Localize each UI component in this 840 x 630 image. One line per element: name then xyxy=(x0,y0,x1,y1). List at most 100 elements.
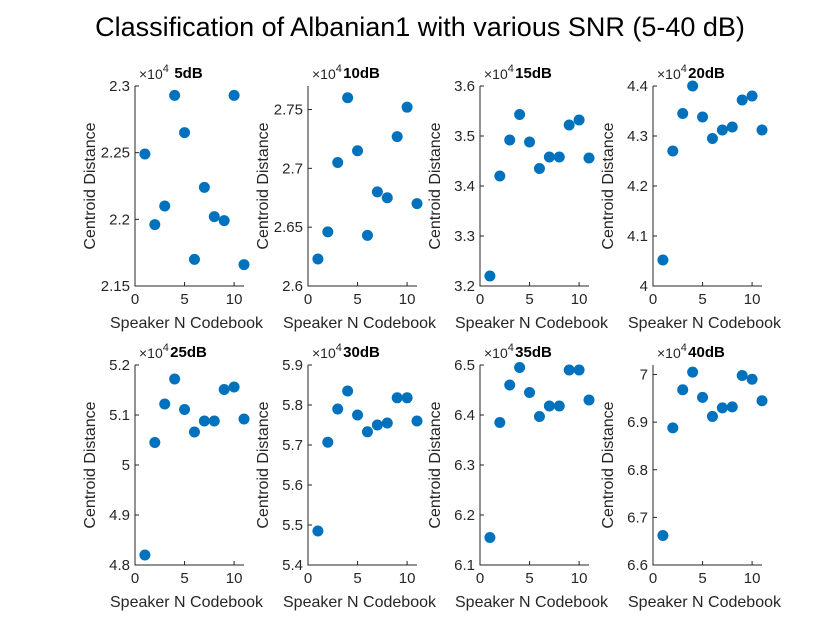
x-tick-label: 5 xyxy=(353,291,361,308)
data-point xyxy=(371,186,383,198)
y-axis-label: Centroid Distance xyxy=(82,122,99,249)
y-tick-label: 6.5 xyxy=(454,357,475,374)
x-tick-label: 5 xyxy=(180,570,188,587)
data-point xyxy=(342,92,354,104)
figure-title: Classification of Albanian1 with various… xyxy=(95,12,745,42)
x-tick-label: 5 xyxy=(698,291,706,308)
data-point xyxy=(533,163,545,174)
axes-frame xyxy=(134,86,244,287)
y-tick-label: 5.2 xyxy=(109,357,130,374)
y-exponent-label: ×104 xyxy=(312,342,342,361)
data-point xyxy=(401,101,413,113)
y-tick-label: 6.9 xyxy=(627,414,648,431)
x-tick-label: 10 xyxy=(226,570,243,587)
y-tick-label: 5.6 xyxy=(282,477,303,494)
subplot-5dB: 2.15 2.2 2.25 2.3 0 5 10 ×104 5dB Speaker N Codeb… xyxy=(82,63,264,332)
x-tick-label: 5 xyxy=(525,570,533,587)
data-point xyxy=(494,417,506,428)
data-point xyxy=(543,151,555,163)
data-point xyxy=(361,229,373,241)
data-point xyxy=(332,403,344,415)
y-exponent-label: ×104 xyxy=(312,63,342,82)
data-point xyxy=(238,413,250,425)
x-axis-label: Speaker N Codebook xyxy=(455,594,609,611)
data-point xyxy=(312,525,324,537)
data-point xyxy=(726,121,738,133)
data-point xyxy=(657,529,669,541)
x-tick-label: 10 xyxy=(571,570,588,587)
data-point xyxy=(228,89,240,101)
x-tick-label: 5 xyxy=(525,291,533,308)
y-axis-label: Centroid Distance xyxy=(82,401,99,528)
y-exponent-label: ×104 xyxy=(484,63,514,82)
data-point xyxy=(391,131,403,143)
y-tick-label: 5.7 xyxy=(282,437,303,454)
x-axis-label: Speaker N Codebook xyxy=(628,315,782,332)
data-point xyxy=(736,94,748,106)
data-point xyxy=(553,151,565,163)
y-tick-label: 3.2 xyxy=(454,278,475,295)
y-exponent-label: ×104 xyxy=(657,342,687,361)
y-exponent-label: ×104 xyxy=(484,342,514,361)
data-point xyxy=(149,219,161,231)
x-tick-label: 10 xyxy=(399,291,416,308)
y-tick-label: 6.4 xyxy=(454,407,475,424)
y-exponent-label: ×104 xyxy=(657,63,687,82)
x-tick-label: 0 xyxy=(304,570,312,587)
subplot-title: 15dB xyxy=(515,65,552,82)
data-point xyxy=(697,111,709,123)
subplot-title: 5dB xyxy=(174,65,203,82)
data-point xyxy=(667,145,679,157)
x-tick-label: 10 xyxy=(571,291,588,308)
x-tick-label: 10 xyxy=(226,291,243,308)
y-tick-label: 4.4 xyxy=(627,78,648,95)
y-tick-label: 2.15 xyxy=(101,278,130,295)
y-tick-label: 4.3 xyxy=(627,128,648,145)
y-tick-label: 2.75 xyxy=(274,102,303,119)
data-point xyxy=(198,181,210,193)
data-point xyxy=(188,253,200,265)
data-point xyxy=(411,198,423,210)
x-axis-label: Speaker N Codebook xyxy=(628,594,782,611)
data-point xyxy=(716,402,728,414)
data-point xyxy=(352,145,364,157)
y-exponent-label: ×104 xyxy=(139,63,169,82)
subplot-title: 35dB xyxy=(515,344,552,361)
data-point xyxy=(494,170,506,182)
data-point xyxy=(411,415,423,427)
y-tick-label: 2.6 xyxy=(282,278,303,295)
data-point xyxy=(484,270,496,282)
data-point xyxy=(391,392,403,404)
data-point xyxy=(169,373,181,385)
data-point xyxy=(188,426,200,438)
y-tick-label: 5.5 xyxy=(282,517,303,534)
y-tick-label: 3.6 xyxy=(454,78,475,95)
axes-frame xyxy=(307,86,417,287)
x-tick-label: 0 xyxy=(476,291,484,308)
data-point xyxy=(573,114,585,126)
y-tick-label: 5.8 xyxy=(282,397,303,414)
y-tick-label: 4.2 xyxy=(627,178,648,195)
y-tick-label: 6.6 xyxy=(627,557,648,574)
y-tick-label: 3.3 xyxy=(454,228,475,245)
subplot-15dB: 3.2 3.3 3.4 3.5 3.6 0 5 10 ×104 15dB Speaker N Cod… xyxy=(427,63,609,332)
data-point xyxy=(687,80,699,92)
data-point xyxy=(208,211,220,223)
data-point xyxy=(667,422,679,434)
data-point xyxy=(198,415,210,427)
x-axis-label: Speaker N Codebook xyxy=(110,315,264,332)
y-axis-label: Centroid Distance xyxy=(427,122,444,249)
y-tick-label: 5.1 xyxy=(109,407,130,424)
data-point xyxy=(746,90,758,102)
y-tick-label: 6.8 xyxy=(627,462,648,479)
data-point xyxy=(322,436,334,448)
data-point xyxy=(524,387,536,398)
x-tick-label: 5 xyxy=(180,291,188,308)
data-point xyxy=(312,253,324,265)
y-tick-label: 2.25 xyxy=(101,145,130,162)
y-tick-label: 2.7 xyxy=(282,160,303,177)
data-point xyxy=(583,394,595,406)
data-point xyxy=(657,254,669,266)
y-tick-label: 2.3 xyxy=(109,78,130,95)
